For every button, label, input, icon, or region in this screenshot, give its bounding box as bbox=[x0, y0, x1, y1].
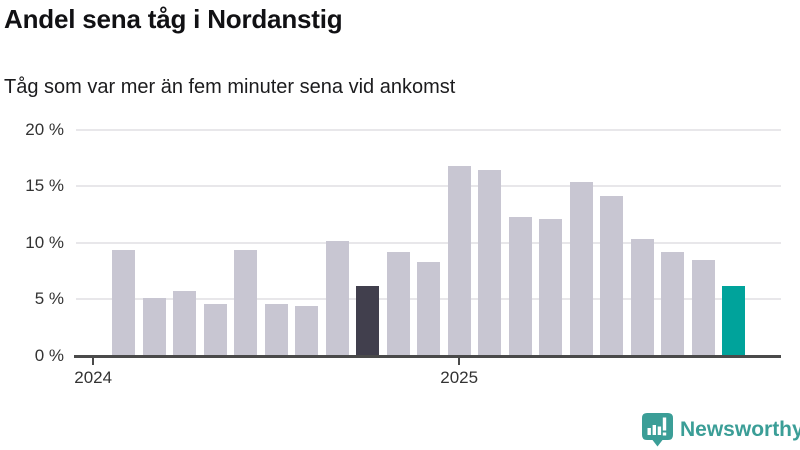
bar bbox=[691, 259, 715, 356]
bar bbox=[447, 165, 471, 356]
x-axis-tick bbox=[458, 358, 461, 365]
x-axis-tick bbox=[92, 358, 95, 365]
newsworthy-logo-icon bbox=[642, 413, 673, 447]
bar bbox=[234, 249, 258, 356]
gridline bbox=[76, 185, 781, 188]
x-axis-line bbox=[74, 355, 781, 358]
bar bbox=[386, 251, 410, 356]
bar-highlight-teal bbox=[722, 285, 746, 356]
y-axis-tick-label: 15 % bbox=[25, 176, 64, 196]
bar bbox=[264, 303, 288, 356]
y-axis-tick-label: 0 % bbox=[34, 346, 64, 365]
chart-title: Andel sena tåg i Nordanstig bbox=[4, 4, 343, 34]
bar bbox=[142, 298, 166, 356]
y-axis-tick-label: 10 % bbox=[25, 232, 64, 252]
y-axis-tick-label: 5 % bbox=[34, 289, 64, 309]
bar bbox=[630, 239, 654, 356]
brand-footer: Newsworthy bbox=[642, 413, 800, 447]
bar bbox=[325, 240, 349, 356]
bar bbox=[112, 249, 136, 356]
bar bbox=[203, 303, 227, 356]
bar bbox=[173, 291, 197, 356]
bar bbox=[539, 219, 563, 356]
bar bbox=[295, 306, 319, 356]
brand-name: Newsworthy bbox=[680, 418, 800, 441]
bar bbox=[508, 216, 532, 356]
bar-highlight-dark bbox=[356, 285, 380, 356]
gridline bbox=[76, 241, 781, 244]
x-axis-tick-label: 2025 bbox=[440, 368, 479, 387]
gridline bbox=[76, 128, 781, 131]
chart-subtitle: Tåg som var mer än fem minuter sena vid … bbox=[4, 76, 456, 98]
y-axis-tick-label: 20 % bbox=[25, 119, 64, 139]
bar bbox=[417, 262, 441, 356]
bar bbox=[478, 170, 502, 356]
x-axis-tick-label: 2024 bbox=[74, 368, 113, 387]
bar bbox=[600, 196, 624, 356]
bar bbox=[661, 251, 685, 356]
bar bbox=[569, 181, 593, 356]
